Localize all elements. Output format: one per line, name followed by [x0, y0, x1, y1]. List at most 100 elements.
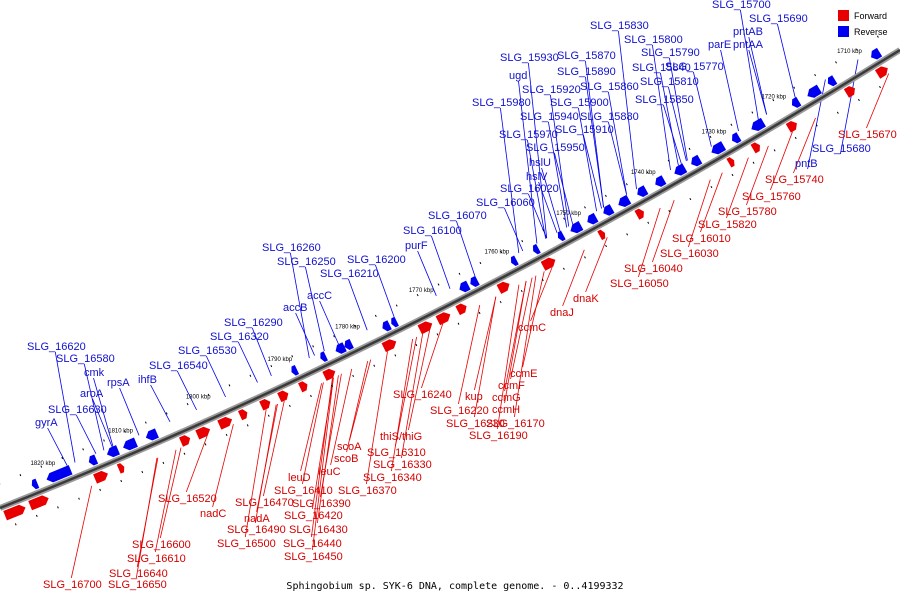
reverse-gene-arrow[interactable]	[389, 316, 399, 329]
reverse-gene-label[interactable]: rpsA	[107, 377, 130, 389]
reverse-gene-label[interactable]: pntB	[795, 158, 818, 170]
reverse-gene-label[interactable]: SLG_15830	[590, 20, 649, 32]
reverse-gene-label[interactable]: SLG_16260	[262, 242, 321, 254]
forward-gene-label[interactable]: ccmF	[498, 380, 525, 392]
forward-gene-arrow[interactable]	[496, 279, 512, 294]
reverse-gene-label[interactable]: SLG_15810	[640, 76, 699, 88]
reverse-gene-arrow[interactable]	[749, 117, 766, 134]
reverse-gene-label[interactable]: SLG_16060	[476, 197, 535, 209]
reverse-gene-label[interactable]: SLG_16210	[320, 268, 379, 280]
forward-gene-arrow[interactable]	[540, 255, 558, 271]
reverse-gene-arrow[interactable]	[805, 84, 822, 101]
reverse-gene-arrow[interactable]	[289, 364, 300, 377]
reverse-gene-label[interactable]: accC	[307, 290, 332, 302]
reverse-gene-arrow[interactable]	[121, 437, 138, 453]
forward-gene-label[interactable]: SLG_16440	[283, 538, 342, 550]
forward-gene-arrow[interactable]	[381, 337, 399, 353]
reverse-gene-label[interactable]: SLG_15840	[632, 62, 691, 74]
reverse-gene-label[interactable]: parE	[708, 39, 731, 51]
forward-gene-label[interactable]: dnaK	[573, 293, 599, 305]
reverse-gene-arrow[interactable]	[30, 478, 40, 491]
forward-gene-label[interactable]: SLG_16240	[393, 389, 452, 401]
forward-gene-label[interactable]: thiS/thiG	[380, 431, 422, 443]
forward-gene-label[interactable]: ccmG	[492, 392, 521, 404]
forward-gene-arrow[interactable]	[298, 380, 309, 393]
reverse-gene-label[interactable]: SLG_15880	[580, 111, 639, 123]
reverse-gene-label[interactable]: SLG_16320	[210, 331, 269, 343]
reverse-gene-label[interactable]: gyrA	[35, 417, 58, 429]
forward-gene-arrow[interactable]	[435, 310, 453, 326]
reverse-gene-label[interactable]: SLG_16250	[277, 256, 336, 268]
forward-gene-label[interactable]: nadC	[200, 508, 226, 520]
reverse-gene-arrow[interactable]	[709, 141, 727, 157]
reverse-gene-label[interactable]: accB	[283, 302, 307, 314]
reverse-gene-arrow[interactable]	[318, 351, 328, 363]
forward-gene-label[interactable]: kup	[465, 391, 483, 403]
reverse-gene-label[interactable]: SLG_15890	[557, 66, 616, 78]
reverse-gene-label[interactable]: SLG_15940	[520, 111, 579, 123]
forward-gene-label[interactable]: ccmE	[510, 368, 538, 380]
forward-gene-arrow[interactable]	[322, 367, 337, 381]
reverse-gene-arrow[interactable]	[468, 275, 480, 289]
reverse-gene-arrow[interactable]	[825, 75, 838, 88]
reverse-gene-label[interactable]: SLG_15970	[499, 129, 558, 141]
reverse-gene-label[interactable]: SLG_15800	[624, 34, 683, 46]
forward-gene-arrow[interactable]	[843, 84, 858, 98]
reverse-gene-label[interactable]: SLG_16020	[500, 183, 559, 195]
reverse-gene-label[interactable]: SLG_15770	[665, 61, 724, 73]
reverse-gene-label[interactable]: ugd	[509, 70, 527, 82]
forward-gene-label[interactable]: SLG_16190	[469, 430, 528, 442]
reverse-gene-label[interactable]: SLG_16100	[403, 225, 462, 237]
forward-gene-label[interactable]: SLG_16030	[660, 248, 719, 260]
forward-gene-arrow[interactable]	[3, 503, 27, 521]
forward-gene-label[interactable]: dnaJ	[550, 307, 574, 319]
forward-gene-arrow[interactable]	[237, 408, 249, 421]
reverse-gene-arrow[interactable]	[730, 132, 742, 145]
reverse-gene-arrow[interactable]	[789, 96, 802, 110]
reverse-gene-arrow[interactable]	[635, 185, 649, 199]
reverse-gene-label[interactable]: SLG_15790	[641, 47, 700, 59]
reverse-gene-arrow[interactable]	[568, 221, 584, 236]
forward-gene-label[interactable]: SLG_16230	[446, 418, 505, 430]
forward-gene-label[interactable]: SLG_15820	[698, 219, 757, 231]
forward-gene-arrow[interactable]	[277, 389, 290, 403]
reverse-gene-arrow[interactable]	[45, 465, 73, 484]
reverse-gene-arrow[interactable]	[333, 342, 347, 355]
reverse-gene-label[interactable]: SLG_16200	[347, 254, 406, 266]
reverse-gene-label[interactable]: hslV	[526, 171, 548, 183]
reverse-gene-label[interactable]: SLG_16070	[428, 210, 487, 222]
forward-gene-label[interactable]: SLG_16340	[363, 472, 422, 484]
reverse-gene-label[interactable]: SLG_15910	[555, 124, 614, 136]
reverse-gene-label[interactable]: SLG_16630	[48, 404, 107, 416]
reverse-gene-arrow[interactable]	[342, 338, 354, 351]
reverse-gene-arrow[interactable]	[87, 454, 99, 466]
forward-gene-label[interactable]: SLG_16470	[235, 497, 294, 509]
forward-gene-label[interactable]: SLG_16310	[367, 447, 426, 459]
reverse-gene-label[interactable]: SLG_15680	[812, 143, 871, 155]
forward-gene-label[interactable]: SLG_16640	[109, 568, 168, 580]
forward-gene-label[interactable]: leuC	[318, 466, 341, 478]
forward-gene-label[interactable]: SLG_16450	[284, 551, 343, 563]
reverse-gene-label[interactable]: purF	[405, 240, 428, 252]
forward-gene-label[interactable]: SLG_16170	[486, 418, 545, 430]
forward-gene-arrow[interactable]	[455, 302, 468, 316]
forward-gene-label[interactable]: SLG_16700	[43, 579, 102, 591]
reverse-gene-arrow[interactable]	[585, 212, 599, 227]
forward-gene-label[interactable]: SLG_16430	[289, 524, 348, 536]
forward-gene-label[interactable]: leuD	[288, 472, 311, 484]
reverse-gene-arrow[interactable]	[531, 243, 541, 256]
reverse-gene-arrow[interactable]	[457, 280, 471, 294]
reverse-gene-arrow[interactable]	[672, 163, 688, 178]
forward-gene-arrow[interactable]	[750, 141, 763, 154]
reverse-gene-label[interactable]: SLG_16530	[178, 345, 237, 357]
reverse-gene-arrow[interactable]	[868, 47, 883, 62]
reverse-gene-label[interactable]: SLG_15860	[580, 81, 639, 93]
forward-gene-arrow[interactable]	[634, 207, 646, 220]
forward-gene-label[interactable]: scoA	[337, 441, 362, 453]
forward-gene-arrow[interactable]	[874, 64, 890, 79]
forward-gene-label[interactable]: ccmC	[518, 322, 546, 334]
reverse-gene-label[interactable]: SLG_15700	[712, 0, 771, 11]
forward-gene-label[interactable]: scoB	[334, 453, 358, 465]
reverse-gene-label[interactable]: SLG_15900	[550, 97, 609, 109]
reverse-gene-label[interactable]: cmk	[84, 367, 105, 379]
